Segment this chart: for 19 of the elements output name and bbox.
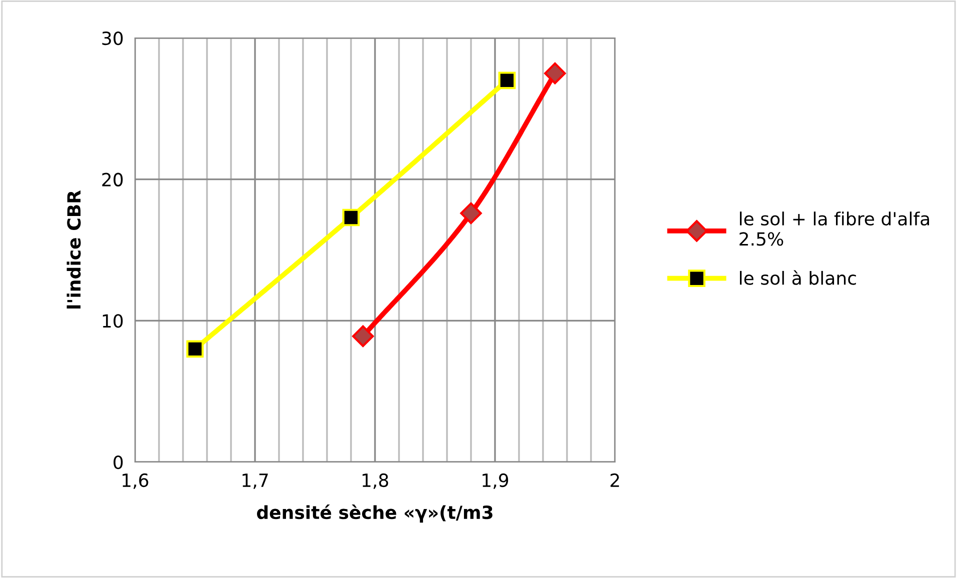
point (498, 72, 516, 90)
x-tick-label: 1,7 (242, 474, 268, 489)
x-tick-label: 1,8 (362, 473, 388, 489)
point (352, 325, 374, 348)
point (460, 202, 482, 224)
point (186, 340, 204, 358)
y-tick-label: 0 (114, 455, 123, 470)
y-axis-title: l'indice CBR (66, 190, 81, 308)
point (544, 62, 566, 84)
x-tick-label: 1,6 (122, 473, 148, 489)
x-tick-label: 1,9 (482, 473, 508, 489)
legend-label: le sol à blanc (740, 270, 856, 285)
y-tick-label: 20 (102, 172, 123, 186)
y-tick-label: 10 (102, 314, 123, 328)
point (342, 208, 360, 226)
legend-label: le sol + la fibre d'alfa 2.5% (740, 212, 930, 246)
x-tick-label: 2 (610, 473, 619, 487)
x-axis-title: densité sèche «γ»(t/m3 (256, 504, 492, 523)
y-tick-label: 30 (102, 31, 123, 46)
